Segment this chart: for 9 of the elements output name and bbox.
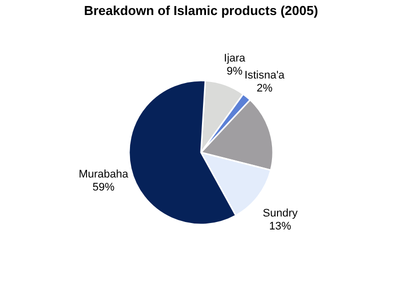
slice-label: Ijara [224,52,246,64]
data-label: 2% [256,82,273,94]
chart-title: Breakdown of Islamic products (2005) [84,3,318,18]
data-label: 13% [269,220,292,233]
slice-label: Murabaha [78,168,130,181]
data-label: 59% [92,182,115,194]
slice-label: Sundry [262,208,298,220]
data-label: 9% [226,65,243,78]
slice-label: Istisna'a [244,69,286,82]
